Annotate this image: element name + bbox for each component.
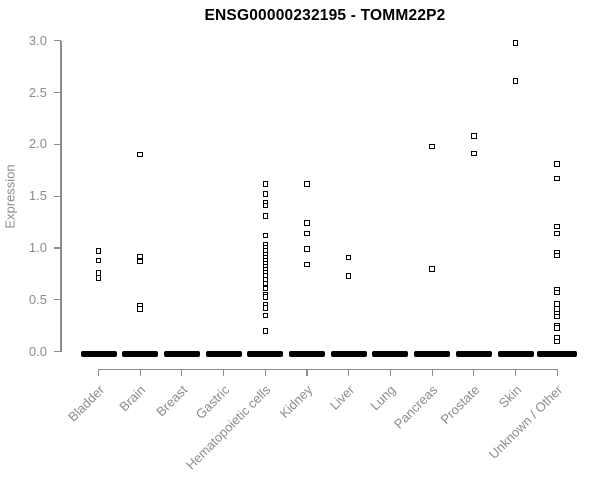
data-point	[554, 161, 560, 167]
zero-expression-cluster	[372, 351, 409, 358]
data-point	[262, 191, 269, 197]
data-point	[554, 175, 560, 182]
y-tick-mark	[53, 351, 61, 353]
data-point	[512, 78, 519, 84]
x-tick-mark	[514, 368, 517, 377]
x-tick-mark	[556, 368, 558, 377]
data-point	[95, 248, 102, 254]
y-tick-label: 1.5	[28, 188, 47, 204]
data-point	[262, 202, 269, 209]
data-point	[345, 254, 352, 261]
y-tick-label: 3.0	[28, 32, 47, 48]
y-tick-mark	[53, 299, 61, 301]
data-point	[304, 261, 310, 268]
x-tick-mark	[139, 368, 141, 377]
y-tick-mark	[53, 143, 61, 145]
data-point	[262, 181, 269, 187]
zero-expression-cluster	[330, 351, 367, 358]
x-tick-mark	[181, 368, 183, 377]
data-point	[137, 258, 143, 265]
data-point	[512, 40, 519, 46]
x-axis-line	[98, 368, 558, 370]
data-point	[262, 213, 269, 219]
data-point	[471, 133, 477, 139]
y-tick-mark	[53, 195, 61, 197]
data-point	[554, 313, 560, 320]
data-point	[429, 266, 435, 272]
data-point	[429, 143, 435, 150]
data-point	[554, 223, 560, 229]
x-tick-mark	[264, 368, 266, 377]
y-tick-label: 0.0	[28, 343, 47, 359]
data-point	[262, 328, 269, 334]
data-point	[262, 305, 269, 311]
data-point	[262, 294, 269, 300]
data-point	[554, 301, 560, 307]
data-point	[554, 325, 560, 331]
zero-expression-cluster	[80, 351, 117, 358]
x-tick-mark	[97, 368, 100, 377]
y-tick-label: 2.0	[28, 136, 47, 152]
x-tick-mark	[389, 368, 391, 377]
data-point	[304, 246, 310, 252]
zero-expression-cluster	[122, 351, 159, 358]
zero-expression-cluster	[247, 351, 284, 358]
zero-expression-cluster	[497, 351, 534, 358]
x-tick-mark	[473, 368, 475, 377]
zero-expression-cluster	[163, 351, 200, 358]
data-point	[95, 257, 102, 264]
data-point	[95, 270, 102, 276]
data-point	[262, 312, 269, 319]
x-tick-mark	[223, 368, 225, 377]
data-point	[262, 232, 269, 239]
y-tick-label: 1.0	[28, 240, 47, 256]
y-tick-mark	[53, 247, 61, 249]
data-point	[554, 338, 560, 345]
y-tick-label: 2.5	[28, 84, 47, 100]
data-point	[95, 275, 102, 281]
y-tick-mark	[53, 40, 61, 42]
zero-expression-cluster	[414, 351, 451, 358]
data-point	[304, 181, 310, 187]
x-tick-mark	[348, 368, 350, 377]
data-point	[137, 306, 143, 312]
data-point	[304, 220, 310, 226]
data-point	[554, 230, 560, 237]
data-point	[304, 230, 310, 237]
zero-expression-cluster	[455, 351, 492, 358]
data-point	[262, 285, 269, 292]
data-point	[471, 150, 477, 157]
x-tick-mark	[431, 368, 433, 377]
chart-title: ENSG00000232195 - TOMM22P2	[204, 7, 446, 24]
data-point	[137, 151, 143, 158]
x-tick-mark	[306, 368, 308, 377]
data-point	[554, 289, 560, 296]
data-point	[345, 273, 352, 279]
y-tick-mark	[53, 91, 61, 94]
data-point	[137, 253, 143, 260]
zero-expression-cluster	[205, 351, 242, 358]
y-tick-label: 0.5	[28, 291, 47, 307]
data-point	[262, 280, 269, 287]
zero-expression-cluster	[537, 351, 578, 358]
data-point	[554, 252, 560, 259]
zero-expression-cluster	[289, 351, 325, 358]
